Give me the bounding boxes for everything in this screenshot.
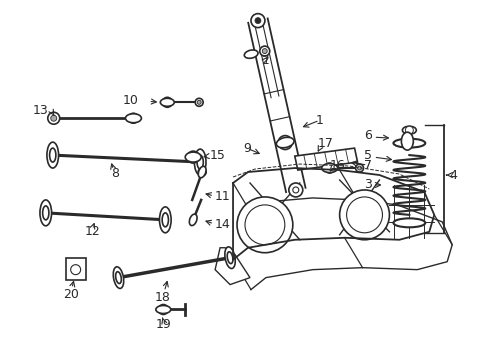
Circle shape (187, 151, 199, 163)
Circle shape (288, 183, 302, 197)
Polygon shape (215, 248, 249, 285)
Ellipse shape (115, 272, 121, 284)
Ellipse shape (159, 207, 171, 233)
Ellipse shape (402, 126, 415, 134)
Circle shape (195, 98, 203, 106)
Ellipse shape (42, 206, 49, 220)
Ellipse shape (321, 163, 337, 172)
Circle shape (357, 166, 361, 170)
Circle shape (162, 97, 172, 107)
Ellipse shape (185, 152, 201, 162)
Circle shape (262, 49, 267, 54)
Ellipse shape (160, 98, 174, 106)
Circle shape (339, 190, 388, 240)
Text: 7: 7 (363, 158, 371, 172)
Circle shape (405, 126, 412, 134)
Ellipse shape (125, 114, 141, 123)
Text: 9: 9 (243, 141, 250, 155)
Circle shape (164, 100, 169, 105)
Circle shape (292, 187, 298, 193)
Circle shape (158, 305, 168, 315)
Circle shape (326, 166, 331, 171)
Ellipse shape (40, 200, 52, 226)
Circle shape (71, 265, 81, 275)
Ellipse shape (113, 267, 123, 288)
Text: 15: 15 (210, 149, 225, 162)
Ellipse shape (244, 50, 258, 58)
Text: 12: 12 (84, 225, 100, 238)
Text: 16: 16 (329, 158, 345, 172)
Circle shape (51, 115, 57, 121)
Ellipse shape (156, 306, 170, 314)
Text: 5: 5 (363, 149, 371, 162)
Circle shape (237, 197, 292, 253)
Ellipse shape (47, 142, 59, 168)
Circle shape (200, 170, 203, 174)
Text: 4: 4 (448, 168, 456, 181)
Ellipse shape (227, 252, 232, 264)
Ellipse shape (224, 247, 235, 269)
Polygon shape (294, 148, 357, 170)
Text: 17: 17 (317, 137, 333, 150)
Text: 8: 8 (111, 167, 119, 180)
Ellipse shape (194, 149, 205, 175)
Ellipse shape (393, 219, 425, 227)
Circle shape (259, 46, 269, 56)
Text: 10: 10 (122, 94, 138, 107)
Ellipse shape (197, 155, 203, 169)
Circle shape (244, 205, 285, 245)
Circle shape (250, 14, 264, 28)
Circle shape (128, 113, 138, 123)
Ellipse shape (393, 139, 425, 148)
Text: 20: 20 (62, 288, 79, 301)
Circle shape (48, 112, 60, 124)
Text: 13: 13 (33, 104, 49, 117)
Circle shape (198, 168, 206, 176)
Circle shape (346, 197, 382, 233)
Text: 11: 11 (215, 190, 230, 203)
Ellipse shape (189, 214, 197, 226)
Text: 2: 2 (261, 54, 268, 67)
Bar (65, 258, 85, 280)
Ellipse shape (276, 137, 293, 148)
Circle shape (254, 18, 261, 24)
Circle shape (131, 116, 136, 121)
Text: 19: 19 (155, 318, 171, 331)
Text: 18: 18 (154, 291, 170, 304)
Ellipse shape (401, 132, 412, 150)
Circle shape (190, 154, 196, 160)
Text: 14: 14 (215, 218, 230, 231)
Circle shape (355, 164, 363, 172)
Circle shape (161, 307, 165, 312)
Circle shape (281, 139, 288, 146)
Circle shape (197, 100, 201, 104)
Text: 1: 1 (315, 114, 323, 127)
Text: 6: 6 (363, 129, 371, 142)
Ellipse shape (198, 166, 205, 178)
Ellipse shape (49, 148, 56, 162)
Circle shape (278, 136, 291, 149)
Circle shape (324, 163, 334, 173)
Text: 3: 3 (363, 179, 371, 192)
Ellipse shape (162, 213, 168, 227)
